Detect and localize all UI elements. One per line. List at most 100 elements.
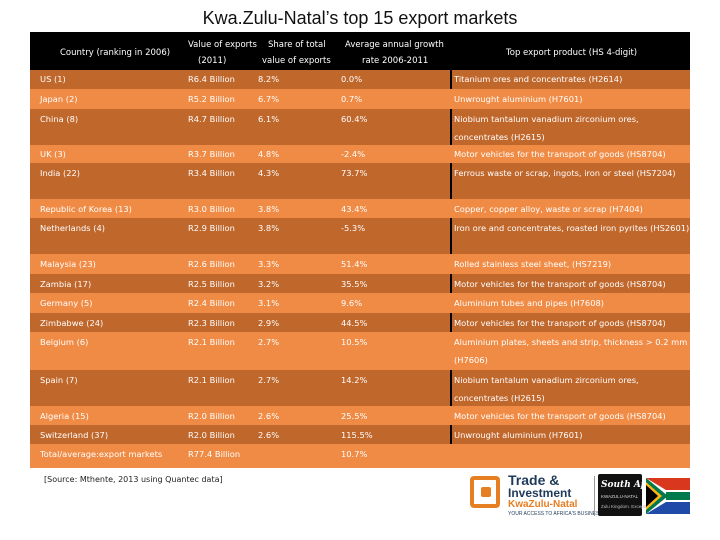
cell-country: Zimbabwe (24) xyxy=(40,318,104,328)
cell-growth: 60.4% xyxy=(341,114,368,124)
cell-growth: 14.2% xyxy=(341,375,368,385)
header-country: Country (ranking in 2006) xyxy=(60,48,171,58)
table-row: Algeria (15) R2.0 Billion 2.6% 25.5% Mot… xyxy=(30,406,690,425)
table-row: Spain (7) R2.1 Billion 2.7% 14.2% Niobiu… xyxy=(30,370,690,406)
cell-country: China (8) xyxy=(40,114,79,124)
cell-product: Motor vehicles for the transport of good… xyxy=(454,149,666,159)
cell-growth: -5.3% xyxy=(341,223,366,233)
logo-tagline: YOUR ACCESS TO AFRICA'S BUSINESS xyxy=(508,511,603,517)
cell-value: R2.1 Billion xyxy=(188,337,235,347)
cell-product: Unwrought aluminium (H7601) xyxy=(454,94,583,104)
table-row: India (22) R3.4 Billion 4.3% 73.7% Ferro… xyxy=(30,163,690,199)
cell-growth: 0.0% xyxy=(341,74,363,84)
cell-country: Algeria (15) xyxy=(40,411,89,421)
cell-value: R6.4 Billion xyxy=(188,74,235,84)
cell-product: Iron ore and concentrates, roasted iron … xyxy=(454,223,690,233)
export-table: US (1) R6.4 Billion 8.2% 0.0% Titanium o… xyxy=(30,70,690,468)
cell-product: Copper, copper alloy, waste or scrap (H7… xyxy=(454,204,643,214)
cell-value: R3.4 Billion xyxy=(188,168,235,178)
header-value-line1: Value of exports xyxy=(188,40,257,50)
cell-value: R2.6 Billion xyxy=(188,259,235,269)
cell-product: Motor vehicles for the transport of good… xyxy=(454,279,666,289)
logo-line2: Investment xyxy=(508,486,572,500)
cell-product: Aluminium plates, sheets and strip, thic… xyxy=(454,337,688,365)
cell-share: 2.6% xyxy=(258,430,280,440)
cell-country: Republic of Korea (13) xyxy=(40,204,132,214)
cell-growth: 51.4% xyxy=(341,259,368,269)
header-growth-line1: Average annual growth xyxy=(345,40,444,50)
cell-value: R2.0 Billion xyxy=(188,430,235,440)
cell-share: 3.1% xyxy=(258,298,280,308)
table-row: Republic of Korea (13) R3.0 Billion 3.8%… xyxy=(30,199,690,218)
cell-value: R3.7 Billion xyxy=(188,149,235,159)
cell-share: 6.7% xyxy=(258,94,280,104)
table-row: US (1) R6.4 Billion 8.2% 0.0% Titanium o… xyxy=(30,70,690,89)
cell-share: 3.2% xyxy=(258,279,280,289)
cell-product: Motor vehicles for the transport of good… xyxy=(454,318,666,328)
sa-logo-slogan: Zulu Kingdom. Exceptional xyxy=(601,504,655,509)
header-share-line2: value of exports xyxy=(262,56,331,66)
header-product: Top export product (HS 4-digit) xyxy=(506,48,638,58)
cell-product: Ferrous waste or scrap, ingots, iron or … xyxy=(454,168,676,178)
cell-share: 2.7% xyxy=(258,337,280,347)
source-note: [Source: Mthente, 2013 using Quantec dat… xyxy=(44,475,223,484)
logo-line3: KwaZulu-Natal xyxy=(508,499,578,510)
cell-value: R3.0 Billion xyxy=(188,204,235,214)
table-row: Belgium (6) R2.1 Billion 2.7% 10.5% Alum… xyxy=(30,332,690,370)
cell-product: Motor vehicles for the transport of good… xyxy=(454,411,666,421)
cell-growth: 25.5% xyxy=(341,411,368,421)
cell-growth: 115.5% xyxy=(341,430,373,440)
header-growth-line2: rate 2006-2011 xyxy=(362,56,429,66)
cell-share: 3.3% xyxy=(258,259,280,269)
cell-value: R2.9 Billion xyxy=(188,223,235,233)
cell-growth: 9.6% xyxy=(341,298,363,308)
sa-logo-title: South Africa xyxy=(601,480,665,490)
cell-growth: 0.7% xyxy=(341,94,363,104)
header-value-line2: (2011) xyxy=(198,56,227,66)
cell-growth: 43.4% xyxy=(341,204,368,214)
cell-product: Aluminium tubes and pipes (H7608) xyxy=(454,298,604,308)
table-row: Japan (2) R5.2 Billion 6.7% 0.7% Unwroug… xyxy=(30,89,690,109)
cell-value: R2.5 Billion xyxy=(188,279,235,289)
table-row: Netherlands (4) R2.9 Billion 3.8% -5.3% … xyxy=(30,218,690,254)
cell-product: Rolled stainless steel sheet, (HS7219) xyxy=(454,259,612,269)
cell-share: 3.8% xyxy=(258,204,280,214)
trade-investment-logo: Trade & Investment KwaZulu-Natal YOUR AC… xyxy=(470,470,692,520)
sa-logo-sub: KWAZULU-NATAL xyxy=(601,494,639,499)
cell-share: 4.8% xyxy=(258,149,280,159)
logo-divider xyxy=(594,476,595,516)
table-row: Zambia (17) R2.5 Billion 3.2% 35.5% Moto… xyxy=(30,274,690,293)
cell-value: R2.0 Billion xyxy=(188,411,235,421)
cell-country: Zambia (17) xyxy=(40,279,92,289)
table-row: Germany (5) R2.4 Billion 3.1% 9.6% Alumi… xyxy=(30,293,690,313)
cell-country: Spain (7) xyxy=(40,375,78,385)
cell-country: Germany (5) xyxy=(40,298,93,308)
cell-growth: -2.4% xyxy=(341,149,366,159)
cell-product: Unwrought aluminium (H7601) xyxy=(454,430,583,440)
slide-title: Kwa.Zulu-Natal’s top 15 export markets xyxy=(202,8,518,28)
cell-country: UK (3) xyxy=(40,149,66,159)
south-africa-logo xyxy=(598,474,642,516)
cell-country: Japan (2) xyxy=(40,94,78,104)
flag-icon xyxy=(646,478,690,514)
cell-share: 4.3% xyxy=(258,168,280,178)
cell-product: Niobium tantalum vanadium zirconium ores… xyxy=(454,375,639,403)
cell-value: R2.1 Billion xyxy=(188,375,235,385)
cell-share: 6.1% xyxy=(258,114,280,124)
logo-line1: Trade & xyxy=(508,472,560,488)
cell-share: 3.8% xyxy=(258,223,280,233)
cell-growth: 73.7% xyxy=(341,168,368,178)
header-share-line1: Share of total xyxy=(268,40,326,50)
cell-country: Total/average:export markets xyxy=(40,449,163,459)
cell-country: Belgium (6) xyxy=(40,337,89,347)
cell-country: India (22) xyxy=(40,168,81,178)
ti-logo-icon xyxy=(470,476,500,508)
cell-share: 2.7% xyxy=(258,375,280,385)
cell-country: Netherlands (4) xyxy=(40,223,105,233)
cell-country: Malaysia (23) xyxy=(40,259,96,269)
cell-value: R4.7 Billion xyxy=(188,114,235,124)
cell-country: Switzerland (37) xyxy=(40,430,109,440)
cell-product: Niobium tantalum vanadium zirconium ores… xyxy=(454,114,639,142)
table-row: Zimbabwe (24) R2.3 Billion 2.9% 44.5% Mo… xyxy=(30,313,690,332)
cell-value: R77.4 Billion xyxy=(188,449,241,459)
